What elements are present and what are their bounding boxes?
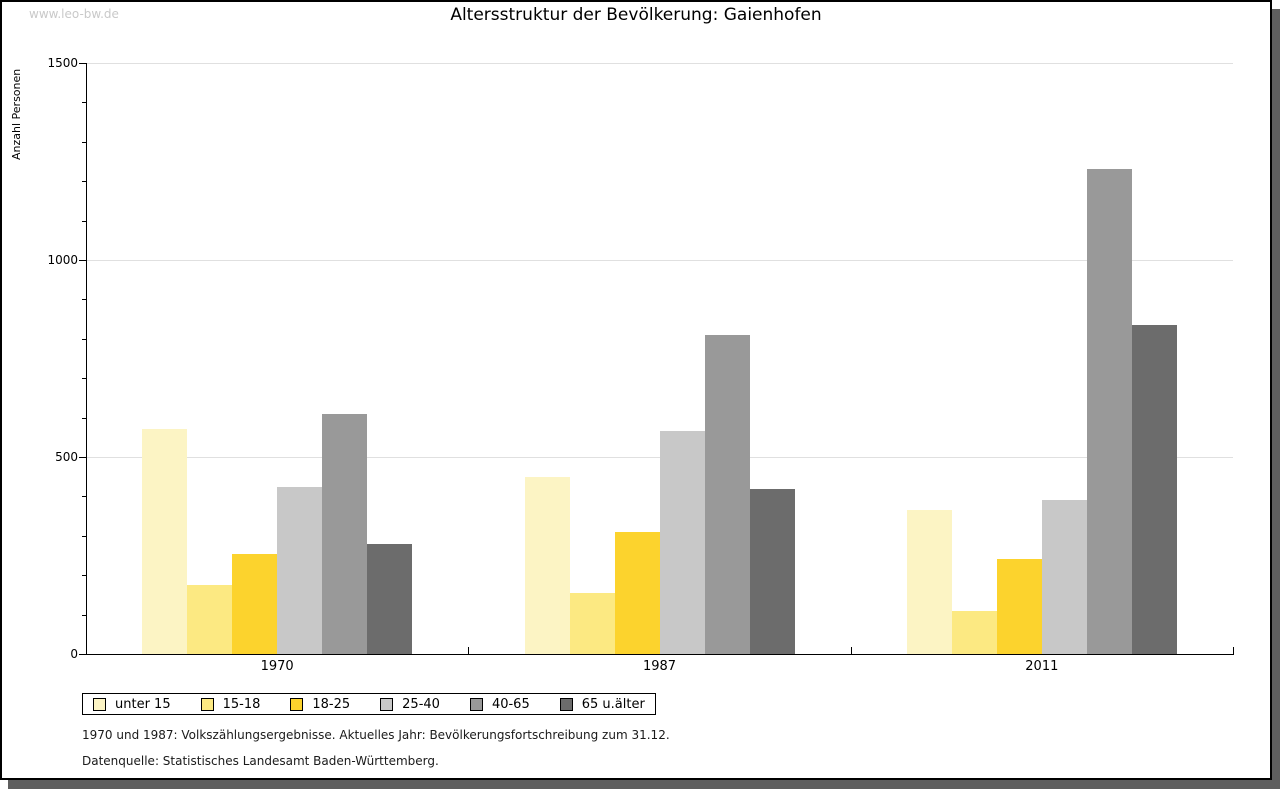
legend: unter 15 15-18 18-25 25-40 40-65 65 u.älter	[82, 693, 656, 715]
bar	[142, 429, 187, 654]
legend-swatch-icon	[200, 697, 214, 711]
watermark: www.leo-bw.de	[29, 7, 119, 21]
legend-item: 40-65	[469, 696, 530, 712]
bar	[1042, 500, 1087, 654]
legend-item: unter 15	[93, 697, 171, 712]
legend-item: 15-18	[200, 696, 261, 712]
legend-item: 65 u.älter	[559, 696, 645, 712]
gridline	[86, 260, 1233, 261]
bar	[232, 554, 277, 654]
legend-swatch-icon	[380, 697, 394, 711]
bar	[660, 431, 705, 654]
legend-label: 18-25	[312, 696, 351, 712]
legend-item: 25-40	[380, 697, 440, 712]
y-tick-label: 1000	[47, 253, 78, 267]
bar	[750, 489, 795, 654]
y-minor-tick	[82, 535, 86, 537]
bar	[187, 585, 232, 654]
y-tick-label: 0	[70, 647, 78, 661]
y-minor-tick	[82, 338, 86, 340]
x-category-label: 2011	[1025, 659, 1059, 674]
legend-swatch-icon	[559, 697, 573, 711]
legend-swatch-icon	[290, 697, 304, 711]
y-minor-tick	[82, 181, 86, 183]
legend-item: 18-25	[290, 697, 350, 712]
bar	[952, 611, 997, 654]
bar	[1087, 169, 1132, 654]
plot-area: 0 500 1000 1500 1970 1987 2011	[2, 2, 1270, 778]
x-category-label: 1987	[642, 659, 677, 674]
bar	[570, 593, 615, 654]
bar	[525, 477, 570, 654]
gridline	[86, 63, 1233, 64]
x-boundary-tick	[468, 647, 470, 654]
legend-label: 65 u.älter	[581, 696, 645, 712]
y-minor-tick	[82, 378, 86, 380]
y-minor-tick	[82, 417, 86, 419]
bar	[1132, 325, 1177, 654]
bar	[322, 414, 367, 654]
x-boundary-tick	[850, 647, 852, 654]
y-axis-line	[86, 63, 87, 655]
y-major-tick	[79, 654, 86, 655]
bar	[615, 532, 660, 654]
y-minor-tick	[82, 614, 86, 616]
y-minor-tick	[82, 220, 86, 222]
y-major-tick	[79, 63, 86, 64]
chart-window: www.leo-bw.de Altersstruktur der Bevölke…	[0, 0, 1272, 780]
legend-label: 15-18	[222, 696, 261, 712]
bar	[997, 559, 1042, 654]
legend-swatch-icon	[469, 697, 483, 711]
x-category-label: 1970	[260, 659, 294, 674]
bar	[907, 510, 952, 654]
y-minor-tick	[82, 102, 86, 104]
legend-label: 40-65	[491, 696, 530, 712]
y-minor-tick	[82, 575, 86, 577]
legend-swatch-icon	[93, 697, 106, 711]
chart-title: Altersstruktur der Bevölkerung: Gaienhof…	[450, 5, 822, 25]
y-minor-tick	[82, 299, 86, 301]
footnote-data-source: Datenquelle: Statistisches Landesamt Bad…	[82, 754, 439, 768]
x-axis-line	[86, 654, 1234, 655]
x-boundary-tick	[1233, 647, 1234, 654]
y-tick-label: 500	[55, 450, 78, 464]
legend-label: unter 15	[115, 696, 171, 712]
y-major-tick	[79, 457, 86, 458]
legend-label: 25-40	[402, 696, 440, 712]
y-tick-label: 1500	[47, 56, 78, 70]
bar	[705, 335, 750, 654]
footnote-source-note: 1970 und 1987: Volkszählungsergebnisse. …	[82, 728, 670, 742]
y-minor-tick	[82, 141, 86, 143]
bar	[367, 544, 412, 654]
bar	[277, 487, 322, 654]
gridline	[86, 457, 1233, 458]
y-minor-tick	[82, 496, 86, 498]
y-major-tick	[79, 260, 86, 261]
